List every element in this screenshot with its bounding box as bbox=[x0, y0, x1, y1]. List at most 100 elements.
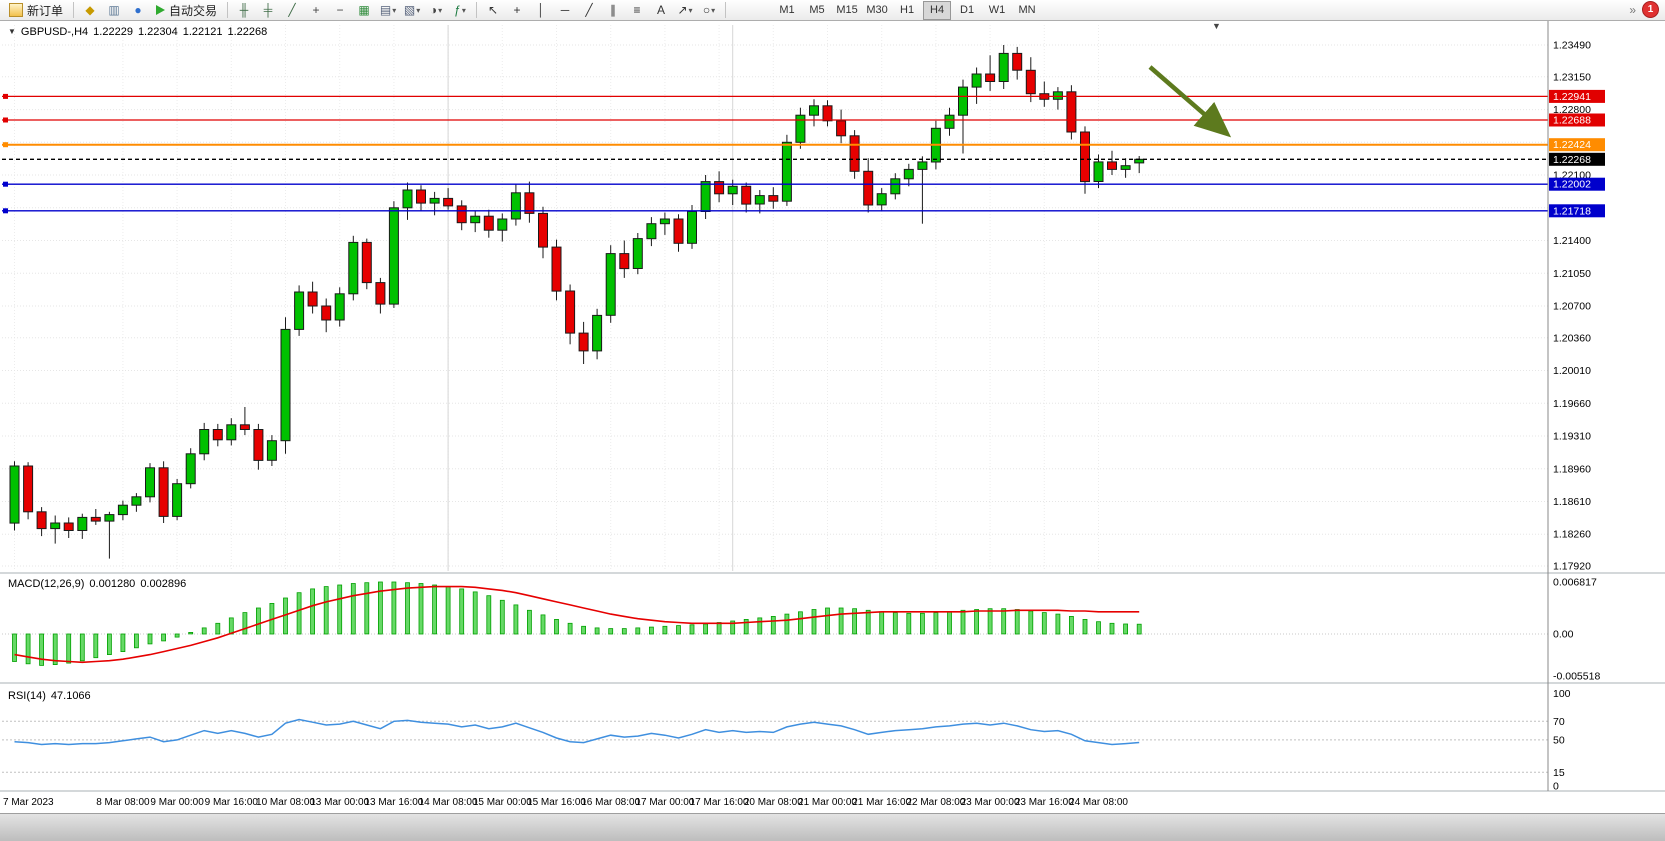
cursor-icon[interactable]: ↖ bbox=[488, 3, 499, 17]
macd-bar bbox=[310, 588, 316, 635]
horizontal-line-icon[interactable]: ─ bbox=[560, 3, 570, 17]
candle-body bbox=[727, 185, 738, 195]
candle-body bbox=[388, 207, 399, 305]
macd-label: MACD(12,26,9) 0.001280 0.002896 bbox=[8, 578, 191, 590]
candle-body bbox=[551, 246, 562, 292]
indicators-icon[interactable]: ƒ ▾ bbox=[454, 3, 466, 17]
chart-shift-marker[interactable]: ▼ bbox=[1212, 21, 1221, 31]
macd-bar bbox=[296, 592, 302, 635]
candle-body bbox=[714, 181, 725, 195]
trendline-icon[interactable]: ╱ bbox=[585, 3, 593, 17]
candle-body bbox=[863, 170, 874, 206]
candle-body bbox=[1093, 161, 1104, 182]
timeframe-M1[interactable]: M1 bbox=[779, 4, 795, 16]
bar-chart-icon[interactable]: ╫ bbox=[239, 3, 249, 17]
arrows-icon[interactable]: ↗ ▾ bbox=[677, 3, 693, 17]
macd-bar bbox=[527, 609, 532, 635]
text-icon[interactable]: A bbox=[657, 3, 666, 17]
macd-axis-label: 0.00 bbox=[1553, 629, 1574, 641]
timeframe-H1[interactable]: H1 bbox=[900, 4, 915, 16]
candle-body bbox=[958, 86, 968, 116]
market-watch-icon[interactable]: ▥ bbox=[108, 3, 120, 17]
candle-body bbox=[619, 253, 630, 270]
timeframe-M15[interactable]: M15 bbox=[836, 4, 858, 16]
time-axis-label: 8 Mar 08:00 bbox=[96, 797, 150, 808]
symbol-menu-icon[interactable]: ▼ bbox=[8, 27, 16, 36]
candle-body bbox=[131, 496, 142, 506]
new-order-button[interactable]: 新订单 bbox=[3, 1, 69, 19]
price-axis-label: 1.20010 bbox=[1553, 365, 1591, 377]
hline-handle[interactable] bbox=[3, 117, 8, 123]
macd-bar bbox=[621, 628, 627, 635]
hline-handle[interactable] bbox=[3, 142, 8, 148]
trend-arrow-annotation[interactable] bbox=[1148, 65, 1232, 138]
macd-bar bbox=[1001, 608, 1007, 635]
fibonacci-icon[interactable]: ≡ bbox=[633, 3, 641, 17]
zoom-out-icon[interactable]: − bbox=[336, 3, 344, 17]
time-axis-label: 23 Mar 16:00 bbox=[1015, 797, 1074, 808]
channel-icon[interactable]: ∥ bbox=[610, 3, 617, 17]
price-chart[interactable]: 1.234901.231501.228001.224501.221001.217… bbox=[0, 21, 1665, 813]
horizontal-level-lines[interactable] bbox=[2, 93, 1548, 214]
chart-window[interactable]: 1.234901.231501.228001.224501.221001.217… bbox=[0, 21, 1665, 813]
macd-bar bbox=[865, 609, 871, 635]
zoom-in-icon[interactable]: + bbox=[312, 3, 320, 17]
macd-bar bbox=[567, 622, 573, 635]
chart-background[interactable] bbox=[0, 21, 1665, 813]
price-axis-label: 1.21050 bbox=[1553, 268, 1591, 280]
new-chart-icon[interactable]: ▤ ▾ bbox=[379, 3, 397, 17]
macd-bar bbox=[255, 607, 261, 635]
macd-bar bbox=[933, 612, 939, 635]
candle-body bbox=[1120, 165, 1131, 170]
time-axis[interactable]: 7 Mar 2023 8 Mar 08:00 9 Mar 00:00 9 Mar 16… bbox=[3, 797, 1128, 808]
macd-bar bbox=[1096, 621, 1101, 635]
time-axis-label: 17 Mar 16:00 bbox=[690, 797, 749, 808]
candle-body bbox=[348, 241, 359, 295]
timeframe-M30[interactable]: M30 bbox=[866, 4, 888, 16]
notification-badge[interactable]: 1 bbox=[1642, 1, 1659, 18]
macd-bar bbox=[838, 607, 844, 635]
timeframe-M5[interactable]: M5 bbox=[809, 4, 825, 16]
hline-handle[interactable] bbox=[3, 93, 8, 99]
candle-body bbox=[280, 328, 291, 442]
candle-body bbox=[117, 504, 128, 516]
price-badge-label: 1.21718 bbox=[1553, 205, 1591, 217]
shapes-icon[interactable]: ○ ▾ bbox=[702, 3, 716, 17]
timeframe-MN[interactable]: MN bbox=[1018, 4, 1036, 16]
macd-bar bbox=[337, 584, 343, 635]
toolbar-overflow-icon[interactable]: » bbox=[1629, 2, 1636, 17]
candle-body bbox=[510, 192, 521, 220]
macd-bar bbox=[133, 633, 139, 649]
macd-bar bbox=[323, 586, 329, 635]
line-chart-icon[interactable]: ╱ bbox=[288, 3, 296, 17]
candle-body bbox=[741, 185, 752, 205]
macd-bar bbox=[811, 609, 817, 635]
candle-body bbox=[849, 135, 860, 172]
period-icon[interactable]: ◑ ▾ bbox=[429, 3, 443, 17]
macd-bar bbox=[66, 633, 72, 664]
candle-body bbox=[294, 291, 305, 330]
toolbar: 新订单 ◆ ▥ ● 自动交易 ╫ ╪ ╱ + − ▦ ▤ ▾ ▧ ▾ ◑ ▾ ƒ ▾ ↖ + │ ─ ╱ ∥ ≡ A ↗ ▾ ○ ▾… bbox=[0, 0, 1665, 21]
macd-bar bbox=[161, 633, 167, 642]
candle-body bbox=[876, 193, 887, 206]
mql-editor-icon[interactable]: ◆ bbox=[85, 3, 95, 17]
crosshair-icon[interactable]: + bbox=[513, 3, 521, 17]
profiles-icon[interactable]: ▧ ▾ bbox=[403, 3, 421, 17]
candle-body bbox=[524, 192, 535, 214]
macd-bar bbox=[1055, 613, 1061, 635]
macd-bar bbox=[432, 584, 438, 635]
autotrading-button[interactable]: 自动交易 bbox=[150, 1, 223, 19]
timeframe-W1[interactable]: W1 bbox=[988, 4, 1006, 16]
timeframe-H4[interactable]: H4 bbox=[923, 0, 952, 20]
timeframe-D1[interactable]: D1 bbox=[960, 4, 975, 16]
hline-handle[interactable] bbox=[3, 181, 8, 187]
candle-body bbox=[700, 181, 711, 213]
tile-windows-icon[interactable]: ▦ bbox=[358, 3, 370, 17]
macd-bar bbox=[418, 583, 424, 635]
hline-handle[interactable] bbox=[3, 208, 8, 214]
community-icon[interactable]: ● bbox=[134, 3, 142, 17]
vertical-line-icon[interactable]: │ bbox=[537, 3, 545, 17]
macd-bar bbox=[1082, 619, 1088, 635]
time-axis-label: 21 Mar 16:00 bbox=[852, 797, 911, 808]
candlestick-chart-icon[interactable]: ╪ bbox=[263, 3, 273, 17]
